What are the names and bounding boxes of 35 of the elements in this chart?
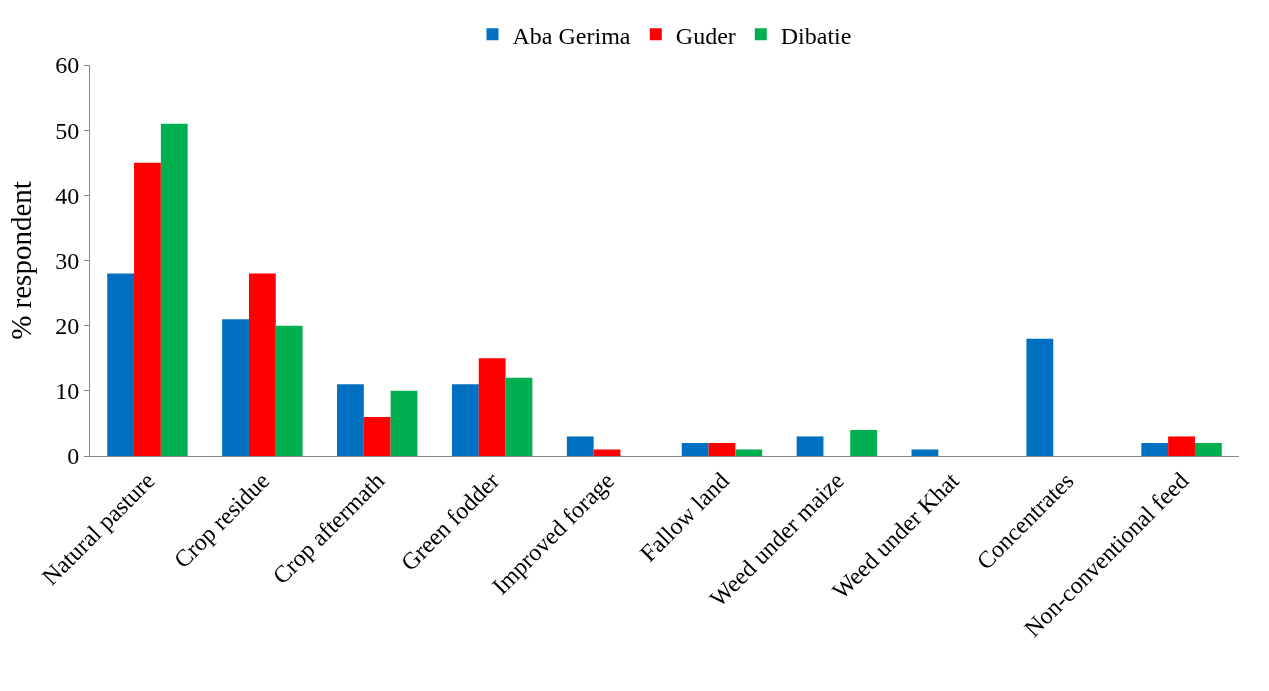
bar [850,429,878,456]
y-tick-label: 60 [55,52,80,79]
bar [134,162,161,456]
legend-label: Guder [675,22,736,49]
y-tick-label: 10 [55,378,80,405]
bar [911,449,939,456]
bar [478,358,506,456]
y-tick-label: 0 [67,443,80,470]
bar [337,384,364,456]
bar [1168,436,1195,456]
bar [275,325,303,456]
bar [566,436,594,456]
bar [222,319,249,456]
bar [708,442,736,456]
bar [681,442,709,456]
bar [1194,442,1222,456]
bar [451,384,479,456]
bar [160,123,188,456]
bar [1026,338,1054,456]
bar [248,273,276,456]
bar [796,436,824,456]
bar [107,273,135,456]
y-tick-label: 50 [55,117,80,144]
legend-label: Aba Gerima [512,22,631,49]
bar [593,449,621,456]
bar [505,377,533,456]
bar [390,390,418,456]
y-tick-label: 20 [55,313,80,340]
y-tick-label: 40 [55,182,80,209]
bar [1141,442,1169,456]
bar [363,416,391,456]
y-tick-label: 30 [55,247,80,274]
bar [735,449,763,456]
y-axis-title: % respondent [4,181,37,340]
legend-label: Dibatie [780,22,852,49]
